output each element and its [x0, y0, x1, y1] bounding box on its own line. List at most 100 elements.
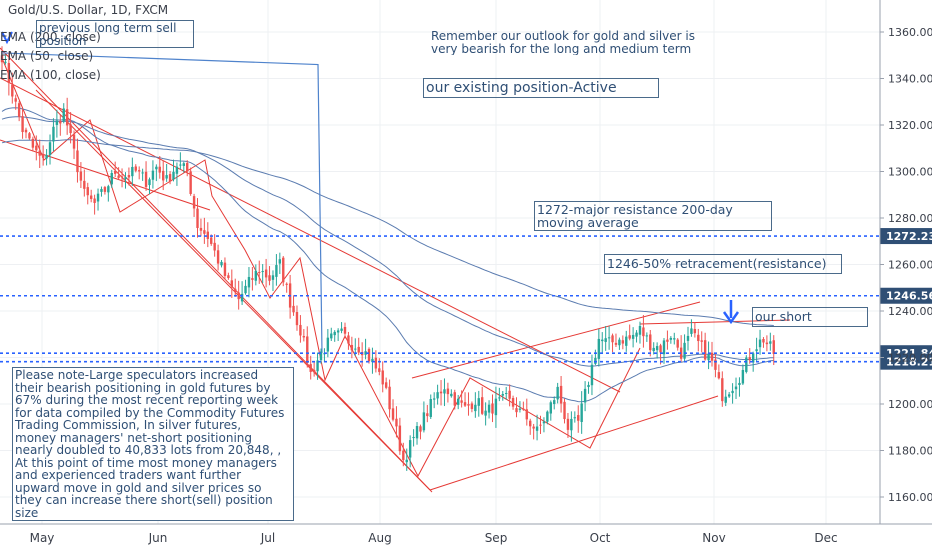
candle-body: [426, 413, 429, 417]
note-short-position[interactable]: our short position: [752, 307, 868, 327]
candle-body: [223, 262, 227, 276]
candle-body: [247, 276, 251, 288]
candle-body: [395, 418, 398, 427]
candle-body: [597, 338, 601, 359]
candle-body: [635, 332, 638, 337]
ema-lines: [1, 52, 774, 403]
price-tick-label: 1340.00: [888, 73, 932, 86]
arrow-head: [722, 311, 740, 325]
note-200-day-resistance[interactable]: 1272-major resistance 200-day moving ave…: [534, 201, 772, 231]
note-speculators[interactable]: Please note-Large speculators increased …: [12, 367, 294, 521]
candle-body: [59, 120, 62, 124]
candle-body: [86, 187, 89, 196]
candle-body: [450, 393, 453, 397]
candle-body: [127, 175, 131, 178]
candle-body: [491, 403, 494, 414]
candle-body: [446, 388, 450, 395]
candle-body: [717, 372, 721, 379]
candle-body: [244, 285, 247, 294]
candle-body: [484, 410, 487, 416]
candle-body: [340, 328, 343, 331]
note-outlook[interactable]: Remember our outlook for gold and silver…: [431, 29, 695, 56]
candle-body: [302, 336, 306, 338]
candle-body: [662, 340, 666, 355]
note-previous-position[interactable]: previous long term sell position: [36, 20, 194, 48]
candle-body: [55, 120, 59, 125]
candle-body: [467, 404, 470, 406]
candle-body: [354, 348, 357, 350]
candle-body: [151, 170, 155, 180]
candle-body: [179, 164, 182, 166]
candle-body: [422, 412, 426, 431]
candle-body: [625, 336, 628, 346]
candle-body: [220, 261, 223, 266]
candle-body: [72, 134, 76, 149]
candle-body: [738, 382, 741, 385]
candle-body: [649, 334, 652, 351]
candle-body: [535, 426, 539, 431]
candle-body: [261, 271, 264, 273]
candle-body: [402, 450, 405, 460]
candle-body: [275, 265, 278, 277]
candle-body: [83, 180, 86, 189]
candle-body: [158, 166, 161, 173]
candle-body: [470, 403, 474, 409]
candle-body: [659, 345, 662, 353]
candle-body: [525, 409, 528, 420]
candle-body: [24, 129, 28, 133]
candle-body: [148, 179, 151, 186]
candle-body: [577, 415, 580, 421]
candle-body: [333, 331, 336, 336]
note-existing-position[interactable]: our existing position-Active: [423, 78, 659, 98]
candle-body: [686, 335, 690, 341]
candle-body: [727, 394, 731, 397]
candle-body: [282, 257, 285, 283]
price-tick-label: 1360.00: [888, 26, 932, 39]
candle-body: [487, 404, 491, 413]
price-level-label: 1246.56: [886, 290, 932, 303]
candle-body: [666, 339, 669, 342]
candle-body: [350, 344, 354, 351]
legend-ema-200: EMA (200, close): [0, 30, 101, 44]
candle-body: [621, 340, 625, 344]
time-tick-label: Oct: [590, 531, 611, 545]
candle-body: [439, 391, 443, 394]
candle-body: [230, 280, 234, 287]
time-tick-label: Aug: [368, 531, 391, 545]
candle-body: [734, 386, 738, 390]
candle-body: [17, 103, 21, 117]
candle-body: [587, 384, 590, 388]
candle-body: [113, 170, 117, 174]
candle-body: [138, 170, 141, 172]
candle-body: [48, 142, 52, 155]
candle-body: [456, 398, 460, 405]
candle-body: [31, 138, 35, 148]
candle-body: [110, 172, 113, 185]
candle-body: [189, 171, 192, 194]
candle-body: [41, 154, 45, 158]
trendline: [429, 395, 719, 491]
candle-body: [0, 55, 4, 63]
candle-body: [652, 347, 655, 352]
prev-arrow-head: [1, 31, 13, 45]
candle-body: [210, 237, 213, 244]
candle-body: [546, 411, 549, 422]
candle-body: [645, 335, 649, 337]
candle-body: [583, 388, 587, 403]
candle-body: [477, 398, 480, 406]
candle-body: [745, 357, 748, 372]
candle-body: [566, 418, 570, 430]
candle-body: [79, 171, 83, 181]
note-retracement[interactable]: 1246-50% retracement(resistance): [604, 254, 842, 274]
candle-body: [614, 342, 618, 345]
candle-body: [679, 347, 683, 359]
price-tick-label: 1200.00: [888, 398, 932, 411]
candle-body: [65, 109, 69, 126]
candle-body: [515, 408, 518, 413]
candle-body: [7, 63, 11, 83]
candle-body: [580, 403, 583, 422]
candle-body: [707, 353, 710, 361]
candle-body: [590, 364, 594, 386]
candle-body: [642, 327, 645, 337]
